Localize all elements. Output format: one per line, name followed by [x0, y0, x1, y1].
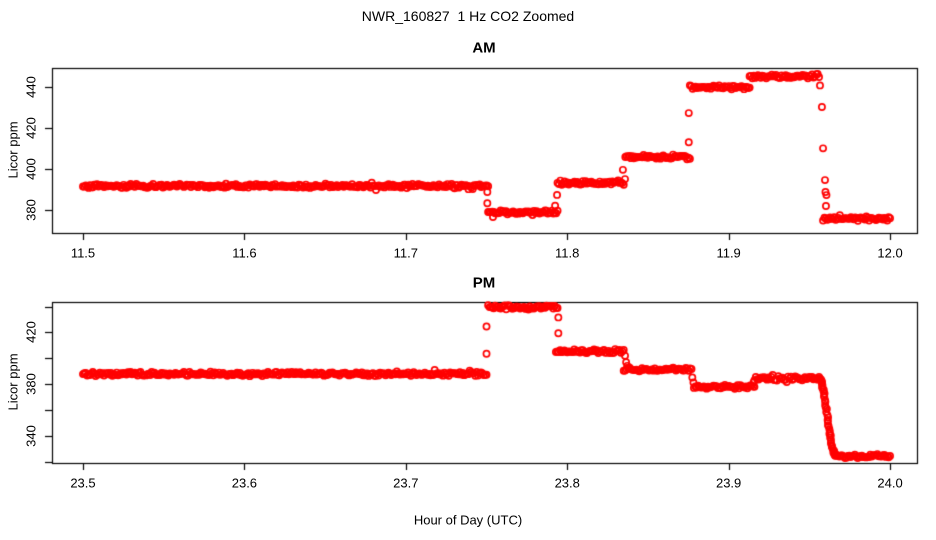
x-tick-label: 11.8 — [555, 245, 580, 261]
pm-panel-title: PM — [472, 274, 496, 292]
x-tick-label: 11.5 — [70, 245, 96, 261]
x-tick-label: 24.0 — [877, 475, 903, 491]
x-tick-label: 11.6 — [232, 245, 257, 261]
x-tick-label: 23.8 — [554, 475, 580, 491]
pm-y-axis-label: Licor ppm — [5, 353, 21, 411]
x-tick-label: 23.6 — [231, 475, 258, 491]
y-tick-label: 400 — [23, 158, 39, 181]
am-panel-title: AM — [472, 39, 496, 57]
x-tick-label: 11.7 — [393, 245, 418, 261]
x-tick-label: 23.9 — [715, 475, 742, 491]
y-tick-label: 420 — [23, 117, 39, 140]
figure-title: NWR_160827 1 Hz CO2 Zoomed — [361, 8, 575, 24]
x-tick-label: 12.0 — [877, 245, 903, 261]
y-tick-label: 380 — [23, 199, 39, 222]
x-tick-label: 23.5 — [70, 475, 96, 491]
y-tick-label: 420 — [23, 321, 39, 344]
y-tick-label: 380 — [23, 373, 39, 396]
am-y-axis-label: Licor ppm — [5, 121, 21, 179]
x-axis-label: Hour of Day (UTC) — [413, 512, 523, 528]
x-tick-label: 23.7 — [393, 475, 419, 491]
y-tick-label: 440 — [23, 76, 39, 99]
y-tick-label: 340 — [23, 425, 39, 447]
x-tick-label: 11.9 — [716, 245, 741, 261]
